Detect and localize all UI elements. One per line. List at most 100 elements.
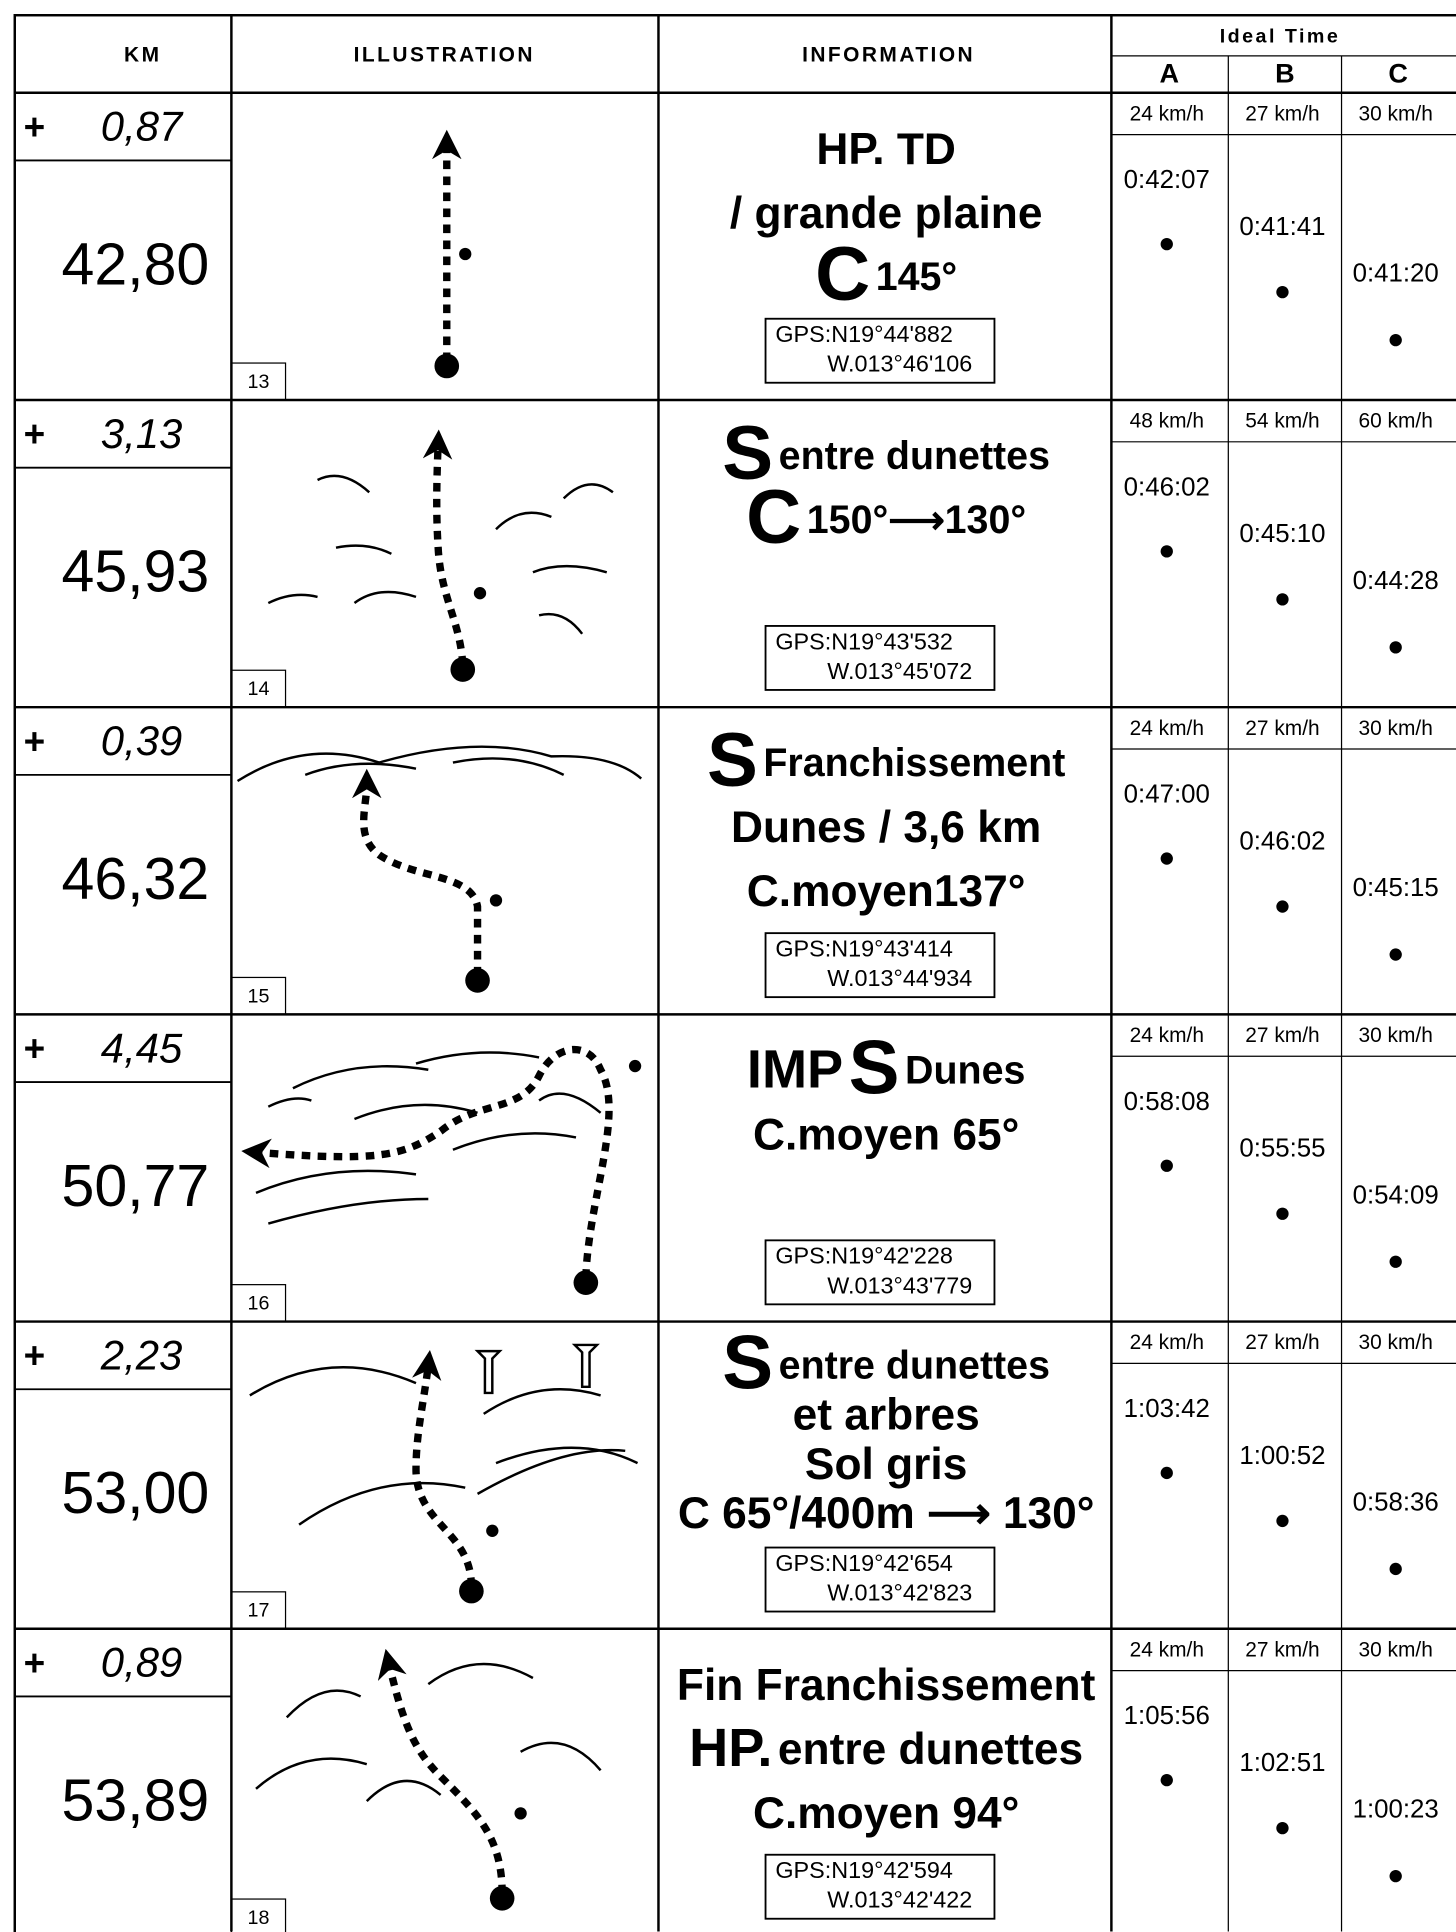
ideal-time: 1:03:42 xyxy=(1124,1395,1210,1423)
time-dot xyxy=(1276,1208,1288,1220)
info-line: C 65°/400m ⟶ 130° xyxy=(678,1489,1095,1538)
info-text: Franchissement xyxy=(763,742,1065,786)
info-text: HP. xyxy=(689,1718,772,1778)
info-text: C xyxy=(815,232,870,317)
time-dot xyxy=(1390,641,1402,653)
box-number: 15 xyxy=(248,985,270,1007)
total-distance: 42,80 xyxy=(61,231,209,297)
ideal-time: 0:54:09 xyxy=(1353,1181,1439,1209)
info-line: et arbres xyxy=(793,1390,980,1439)
speed: 24 km/h xyxy=(1130,1638,1204,1661)
sketch xyxy=(256,1759,367,1789)
waypoint-dot xyxy=(486,1525,498,1537)
total-distance: 45,93 xyxy=(61,539,209,605)
ideal-time: 0:58:08 xyxy=(1124,1088,1210,1116)
time-dot xyxy=(1390,334,1402,346)
info-text: C.moyen 65° xyxy=(753,1110,1019,1159)
sketch xyxy=(416,1053,539,1064)
gps-line: GPS:N19°42'594 xyxy=(775,1857,953,1883)
sketch xyxy=(287,1691,361,1718)
info-text: / grande plaine xyxy=(730,189,1043,238)
time-dot xyxy=(1276,593,1288,605)
sketch xyxy=(575,1345,597,1387)
info-text: Dunes xyxy=(905,1049,1025,1093)
sketch xyxy=(354,592,416,603)
column-label: A xyxy=(1159,58,1179,89)
partial-distance: 0,39 xyxy=(101,717,182,764)
box-number: 18 xyxy=(248,1907,270,1929)
sketch xyxy=(318,476,370,492)
plus-sign: + xyxy=(24,721,46,762)
route xyxy=(437,444,463,664)
box-number: 16 xyxy=(248,1293,270,1315)
sketch xyxy=(250,1367,416,1395)
header-information: INFORMATION xyxy=(802,43,975,66)
gps-line: GPS:N19°42'654 xyxy=(775,1550,953,1576)
box-number: 14 xyxy=(248,678,270,700)
info-line: Sol gris xyxy=(805,1440,967,1489)
speed: 24 km/h xyxy=(1130,717,1204,740)
sketch xyxy=(484,1389,601,1414)
info-line: C.moyen 94° xyxy=(753,1789,1019,1838)
speed: 27 km/h xyxy=(1245,1331,1319,1354)
info-line: HP. entre dunettes xyxy=(689,1718,1083,1778)
illustration xyxy=(238,747,642,993)
sketch xyxy=(336,546,391,554)
plus-sign: + xyxy=(24,1335,46,1376)
plus-sign: + xyxy=(24,414,46,455)
ideal-time: 0:42:07 xyxy=(1124,166,1210,194)
start-dot xyxy=(434,354,459,379)
info-text: Fin Franchissement xyxy=(677,1661,1096,1710)
info-line: S Franchissement xyxy=(707,718,1065,803)
gps-line: W.013°42'823 xyxy=(827,1579,972,1605)
plus-sign: + xyxy=(24,106,46,147)
sketch xyxy=(539,614,582,634)
speed: 27 km/h xyxy=(1245,717,1319,740)
start-dot xyxy=(490,1886,515,1911)
time-dot xyxy=(1276,1515,1288,1527)
sketch xyxy=(428,1664,533,1684)
time-dot xyxy=(1161,1160,1173,1172)
ideal-time: 1:00:52 xyxy=(1239,1442,1325,1470)
info-line: / grande plaine xyxy=(730,189,1043,238)
sketch xyxy=(367,1781,441,1801)
route xyxy=(416,1365,471,1587)
box-number: 17 xyxy=(248,1600,270,1622)
speed: 24 km/h xyxy=(1130,1024,1204,1047)
route xyxy=(364,783,478,975)
page: KM ILLUSTRATION INFORMATION Ideal Time A… xyxy=(0,0,1456,1932)
sketch xyxy=(564,484,613,498)
ideal-time: 1:02:51 xyxy=(1239,1749,1325,1777)
speed: 30 km/h xyxy=(1359,102,1433,125)
sketch xyxy=(453,758,564,774)
waypoint-dot xyxy=(474,587,486,599)
time-dot xyxy=(1161,238,1173,250)
illustration xyxy=(256,1050,641,1295)
speed: 30 km/h xyxy=(1359,1331,1433,1354)
start-dot xyxy=(450,657,475,682)
info-line: C.moyen 65° xyxy=(753,1110,1019,1159)
start-dot xyxy=(574,1270,599,1295)
ideal-time: 0:41:20 xyxy=(1353,260,1439,288)
info-text: C 65°/400m ⟶ 130° xyxy=(678,1489,1095,1538)
info-text: C.moyen 94° xyxy=(753,1789,1019,1838)
route xyxy=(389,1663,502,1893)
info-text: entre dunettes xyxy=(779,434,1050,478)
partial-distance: 4,45 xyxy=(101,1024,183,1071)
speed: 48 km/h xyxy=(1130,410,1204,433)
waypoint-dot xyxy=(459,248,471,260)
info-line: HP. TD xyxy=(816,125,956,174)
ideal-time: 0:46:02 xyxy=(1239,827,1325,855)
illustration xyxy=(268,444,613,682)
route xyxy=(256,1050,609,1278)
ideal-time: 0:58:36 xyxy=(1353,1489,1439,1517)
header-ideal-time: Ideal Time xyxy=(1220,26,1341,48)
speed: 27 km/h xyxy=(1245,1638,1319,1661)
sketch xyxy=(496,513,551,529)
sketch xyxy=(268,1098,311,1106)
plus-sign: + xyxy=(24,1642,46,1683)
roadbook: KM ILLUSTRATION INFORMATION Ideal Time A… xyxy=(0,0,1456,1932)
time-dot xyxy=(1390,948,1402,960)
gps-line: GPS:N19°44'882 xyxy=(775,321,953,347)
start-dot xyxy=(465,968,490,993)
